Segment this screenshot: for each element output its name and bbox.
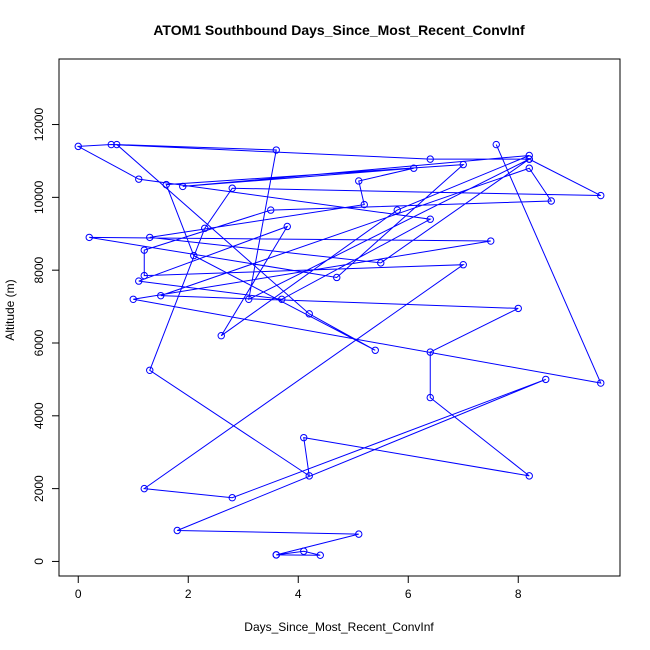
data-point xyxy=(228,494,236,502)
data-point xyxy=(360,200,368,209)
data-point xyxy=(459,261,467,269)
data-point xyxy=(173,526,181,535)
data-point xyxy=(487,237,495,245)
data-point xyxy=(228,184,236,192)
data-point xyxy=(547,197,555,205)
data-point xyxy=(140,484,148,493)
data-point xyxy=(525,164,533,172)
data-point xyxy=(162,180,170,189)
data-point xyxy=(426,393,434,402)
data-point xyxy=(333,273,341,282)
data-point xyxy=(316,551,324,559)
plot-frame xyxy=(58,58,621,577)
data-point xyxy=(525,151,533,160)
y-tick-label: 0 xyxy=(32,558,46,565)
data-point xyxy=(157,291,165,300)
series-line xyxy=(76,144,602,556)
data-point xyxy=(107,140,115,149)
data-point xyxy=(355,177,363,185)
data-point xyxy=(542,375,550,384)
y-tick-label: 10000 xyxy=(32,180,46,214)
data-point xyxy=(492,140,500,149)
y-axis: 0 2000 4000 6000 8000 10000 12000 xyxy=(32,108,60,565)
x-tick-label: 4 xyxy=(295,587,302,601)
data-point xyxy=(459,160,467,169)
data-point xyxy=(410,164,418,172)
data-point xyxy=(300,433,308,442)
data-point xyxy=(113,140,121,149)
data-point xyxy=(426,348,434,356)
y-tick-label: 6000 xyxy=(32,329,46,356)
data-point xyxy=(201,224,209,232)
y-axis-label: Altitude (m) xyxy=(3,279,17,340)
y-tick-label: 12000 xyxy=(32,108,46,142)
data-point xyxy=(371,346,379,354)
y-tick-label: 4000 xyxy=(32,402,46,429)
data-point xyxy=(74,142,82,151)
x-axis: 0 2 4 6 8 xyxy=(75,575,522,601)
data-point xyxy=(355,530,363,538)
data-point xyxy=(146,366,154,374)
data-point xyxy=(283,222,291,231)
y-tick-label: 8000 xyxy=(32,256,46,283)
x-tick-label: 0 xyxy=(75,587,82,601)
data-point xyxy=(85,233,93,242)
data-point xyxy=(129,295,137,303)
data-point xyxy=(190,251,198,260)
data-point xyxy=(393,206,401,214)
data-point xyxy=(597,379,605,387)
data-point xyxy=(245,295,253,303)
data-point xyxy=(272,551,280,559)
data-point xyxy=(140,246,148,254)
data-point xyxy=(377,259,385,267)
data-point xyxy=(426,155,434,163)
data-point xyxy=(135,175,143,183)
data-point xyxy=(272,146,280,154)
data-point xyxy=(146,233,154,242)
data-point xyxy=(305,472,313,480)
x-tick-label: 6 xyxy=(405,587,412,601)
x-axis-label: Days_Since_Most_Recent_ConvInf xyxy=(244,620,434,634)
series xyxy=(74,140,605,559)
data-point xyxy=(179,182,187,191)
data-point xyxy=(597,191,605,200)
data-point xyxy=(525,155,533,163)
data-point xyxy=(278,295,286,303)
chart-title: ATOM1 Southbound Days_Since_Most_Recent_… xyxy=(153,22,525,38)
data-point xyxy=(426,215,434,223)
data-point xyxy=(140,271,148,280)
data-point xyxy=(300,547,308,555)
data-point xyxy=(217,332,225,340)
data-point xyxy=(305,310,313,318)
x-tick-label: 2 xyxy=(185,587,192,601)
data-point xyxy=(514,304,522,313)
data-point xyxy=(135,277,143,285)
y-tick-label: 2000 xyxy=(32,475,46,502)
x-tick-label: 8 xyxy=(515,587,522,601)
data-point xyxy=(525,472,533,480)
data-point xyxy=(267,206,275,214)
